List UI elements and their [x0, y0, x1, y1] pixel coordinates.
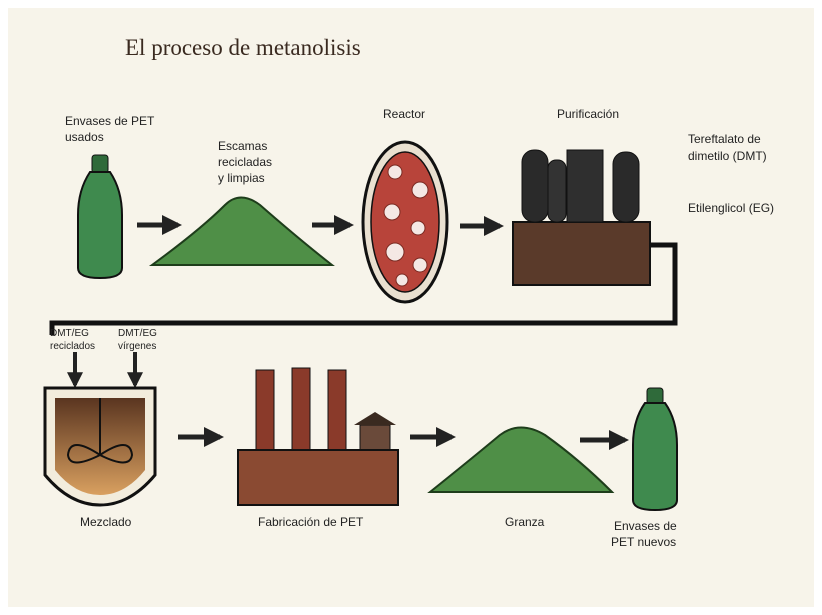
- node-label: Mezclado: [80, 515, 132, 529]
- node-label: Escamas: [218, 139, 267, 153]
- node-label: recicladas: [218, 155, 272, 169]
- mixer: [45, 388, 155, 505]
- node-label: DMT/EG: [50, 328, 89, 339]
- node-label: reciclados: [50, 341, 95, 352]
- node-label: dimetilo (DMT): [688, 149, 767, 163]
- node-label: usados: [65, 130, 104, 144]
- node-label: DMT/EG: [118, 328, 157, 339]
- node-label: PET nuevos: [611, 535, 676, 549]
- node-label: Etilenglicol (EG): [688, 201, 774, 215]
- node-label: Tereftalato de: [688, 132, 761, 146]
- node-label: y limpias: [218, 171, 265, 185]
- node-label: vírgenes: [118, 341, 156, 352]
- title: El proceso de metanolisis: [125, 35, 361, 60]
- node-label: Granza: [505, 515, 545, 529]
- node-label: Purificación: [557, 107, 619, 121]
- node-label: Fabricación de PET: [258, 515, 364, 529]
- node-label: Envases de: [614, 519, 677, 533]
- node-label: Envases de PET: [65, 114, 155, 128]
- diagram: El proceso de metanolisis: [0, 0, 822, 615]
- reactor: [363, 142, 447, 302]
- purification-unit: [513, 150, 650, 285]
- node-label: Reactor: [383, 107, 425, 121]
